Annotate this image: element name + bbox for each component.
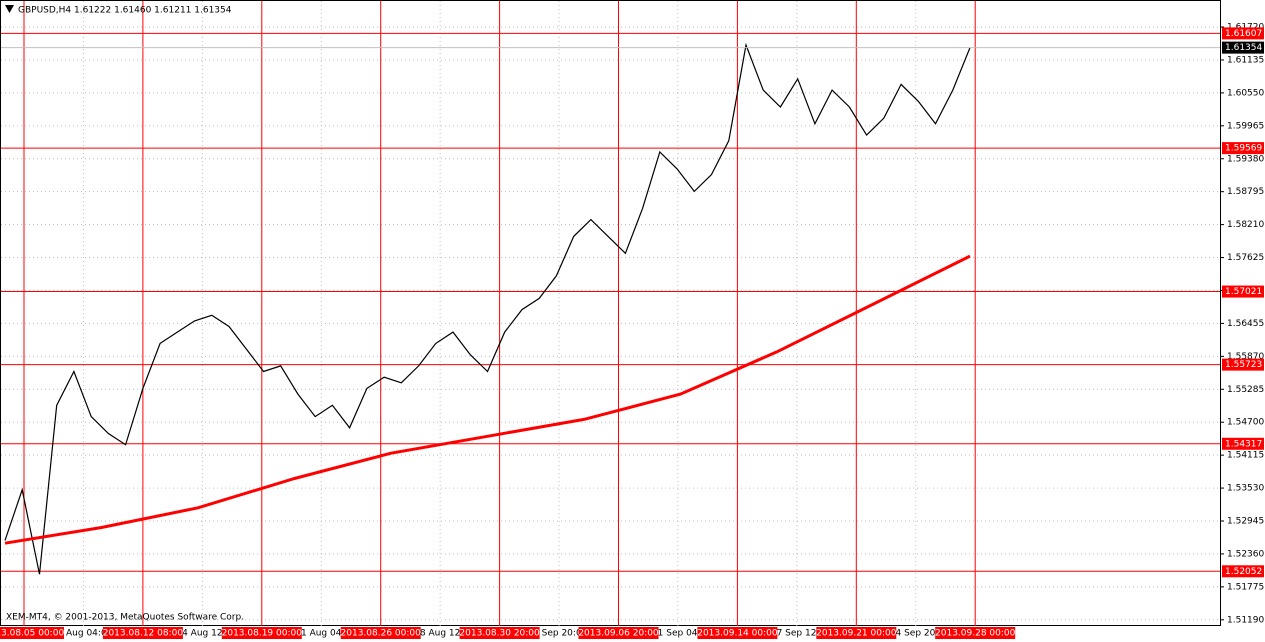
chart-title: GBPUSD,H4 1.61222 1.61460 1.61211 1.6135…	[18, 6, 232, 16]
x-label-box	[221, 627, 302, 639]
y-tick-label: 1.52360	[1227, 549, 1264, 559]
plot-frame	[0, 0, 1221, 626]
level-box	[1222, 358, 1264, 371]
y-tick-label: 1.55285	[1227, 385, 1264, 395]
x-label-box	[340, 627, 421, 639]
current-price-label: 1.61354	[1225, 43, 1262, 53]
copyright: XEM-MT4, © 2001-2013, MetaQuotes Softwar…	[6, 613, 244, 623]
x-tick-label: 7 Aug 04:00	[57, 629, 112, 639]
x-tick-label: 2013.08.05 00:00	[0, 629, 64, 639]
y-tick-label: 1.58210	[1227, 220, 1264, 230]
x-tick-label: 2013.08.26 00:00	[341, 629, 422, 639]
price-line	[4, 254, 971, 545]
x-tick-label: 2013.09.06 20:00	[578, 629, 659, 639]
title-icon	[5, 5, 14, 13]
x-tick-label: 11 Sep 04:00	[652, 629, 712, 639]
x-tick-label: 2013.08.30 20:00	[459, 629, 540, 639]
x-tick-label: 2013.09.21 00:00	[816, 629, 897, 639]
y-tick-label: 1.51775	[1227, 582, 1264, 592]
y-tick-label: 1.56455	[1227, 319, 1264, 329]
x-tick-label: 17 Sep 12:00	[771, 629, 831, 639]
x-tick-label: 2013.08.12 08:00	[103, 629, 184, 639]
level-box	[1222, 142, 1264, 155]
x-label-box	[459, 627, 540, 639]
y-tick-label: 1.54115	[1227, 451, 1264, 461]
y-tick-label: 1.55870	[1227, 352, 1264, 362]
x-tick-label: 21 Aug 04:00	[295, 629, 356, 639]
level-label: 1.61607	[1225, 29, 1262, 39]
level-label: 1.59569	[1225, 144, 1262, 154]
price-box	[1222, 41, 1264, 54]
y-tick-label: 1.51190	[1227, 615, 1264, 625]
y-tick-label: 1.59965	[1227, 121, 1264, 131]
x-label-box	[578, 627, 659, 639]
x-label-box	[0, 627, 64, 639]
level-box	[1222, 27, 1264, 40]
price-line	[4, 42, 971, 575]
x-tick-label: 2013.08.19 00:00	[222, 629, 303, 639]
y-tick-label: 1.54700	[1227, 418, 1264, 428]
x-label-box	[102, 627, 183, 639]
level-label: 1.57021	[1225, 287, 1262, 297]
y-tick-label: 1.61135	[1227, 55, 1264, 65]
x-tick-label: 14 Aug 12:00	[176, 629, 237, 639]
x-tick-label: 24 Sep 20:00	[890, 629, 950, 639]
level-label: 1.52052	[1225, 567, 1262, 577]
y-tick-label: 1.57625	[1227, 253, 1264, 263]
x-tick-label: 3 Sep 20:00	[533, 629, 588, 639]
level-box	[1222, 565, 1264, 578]
x-label-box	[816, 627, 897, 639]
level-box	[1222, 437, 1264, 450]
x-tick-label: 2013.09.14 00:00	[697, 629, 778, 639]
level-label: 1.55723	[1225, 360, 1262, 370]
y-tick-label: 1.60550	[1227, 88, 1264, 98]
x-label-box	[935, 627, 1016, 639]
y-tick-label: 1.53530	[1227, 484, 1264, 494]
level-label: 1.54317	[1225, 439, 1262, 449]
y-tick-label: 1.59380	[1227, 154, 1264, 164]
x-tick-label: 2013.09.28 00:00	[935, 629, 1016, 639]
x-label-box	[697, 627, 778, 639]
level-box	[1222, 285, 1264, 298]
x-tick-label: 28 Aug 12:00	[414, 629, 475, 639]
y-tick-label: 1.58795	[1227, 187, 1264, 197]
y-tick-label: 1.52945	[1227, 517, 1264, 527]
